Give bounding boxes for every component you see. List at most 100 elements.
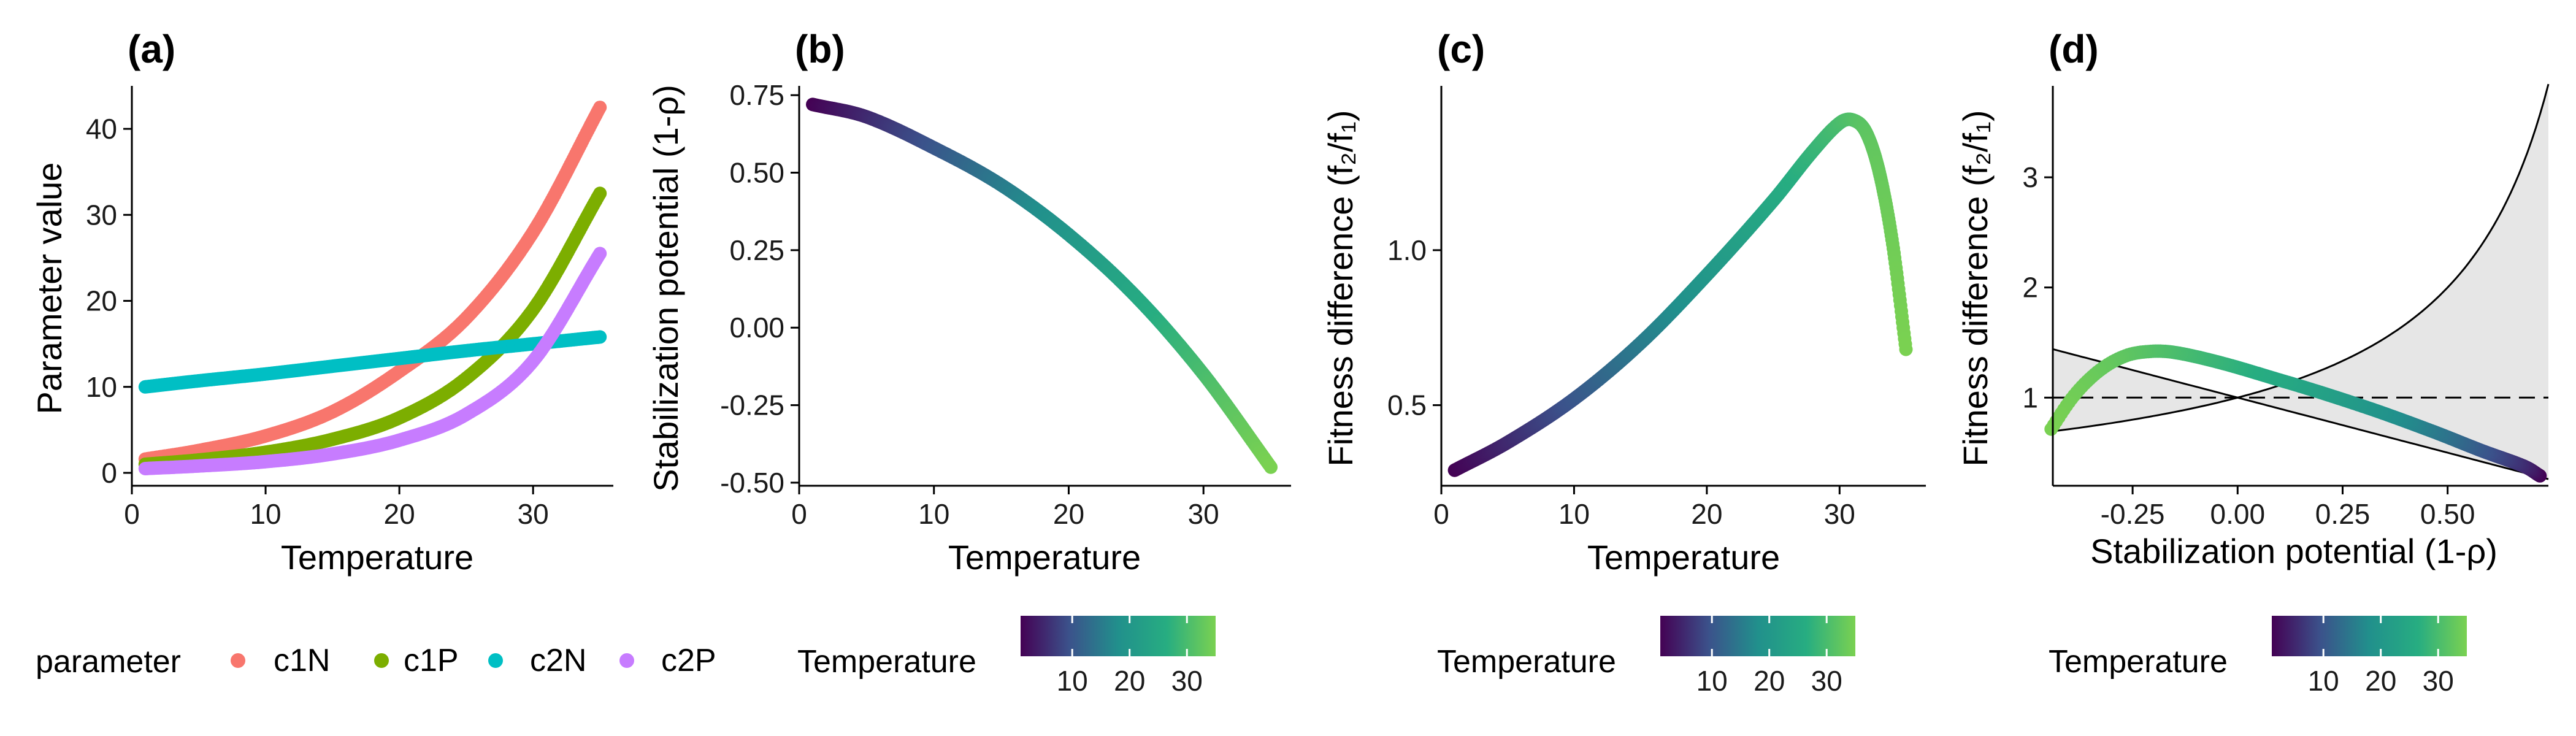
- colorbar-d-ticks: 10 20 30: [2308, 616, 2454, 697]
- panel-c-ylabel: Fitness difference (f₂/f₁): [1321, 110, 1360, 466]
- panel-b-point: [1264, 460, 1278, 474]
- panel-c-xlabel: Temperature: [1587, 538, 1780, 577]
- panel-c-tag: (c): [1437, 27, 1485, 71]
- colorbar-c-title: Temperature: [1437, 644, 1616, 680]
- panel-a-y-tick-label: 30: [86, 199, 117, 231]
- panel-a-y-tick-label: 20: [86, 285, 117, 317]
- panel-d-y-tick-label: 3: [2022, 161, 2038, 193]
- colorbar-d-title: Temperature: [2049, 644, 2228, 680]
- colorbar-b-ticks: 10 20 30: [1057, 616, 1203, 697]
- point-c2N: [593, 330, 607, 344]
- panel-b-y-tick-label: -0.25: [720, 389, 784, 421]
- legend-title: parameter: [36, 644, 181, 680]
- colorbar-tick-label: 30: [1811, 665, 1842, 697]
- panel-a-axes: 0 10 20 30 0 10 20 30 40: [86, 86, 613, 530]
- panel-a-x-tick-label: 30: [518, 498, 549, 530]
- panel-c-x-tick-label: 30: [1824, 498, 1855, 530]
- point-c2P: [593, 247, 607, 261]
- coexistence-boundary-upper: [2052, 83, 2550, 432]
- panel-b-y-tick-label: 0.00: [729, 312, 784, 343]
- panel-c-x-tick-label: 0: [1433, 498, 1449, 530]
- colorbar-d: Temperature 10 20 30: [2049, 616, 2467, 697]
- panel-b-x-tick-label: 20: [1053, 498, 1084, 530]
- panel-d-x-tick-label: 0.00: [2210, 498, 2266, 530]
- legend-label-c1N: c1N: [274, 643, 330, 678]
- series-c2P: [138, 247, 607, 475]
- panel-c-marks: [1447, 112, 1913, 477]
- panel-a-x-tick-label: 20: [384, 498, 415, 530]
- colorbar-tick-label: 20: [1754, 665, 1785, 697]
- panel-d-x-tick-label: 0.25: [2315, 498, 2371, 530]
- legend-parameter: parameter c1N c1P c2N c2P: [36, 643, 716, 680]
- panel-a-tag: (a): [128, 27, 175, 71]
- colorbar-tick-label: 30: [2423, 665, 2454, 697]
- colorbar-c: Temperature 10 20 30: [1437, 616, 1855, 697]
- colorbar-c-ticks: 10 20 30: [1696, 616, 1842, 697]
- colorbar-b-title: Temperature: [797, 644, 976, 680]
- panel-c-y-tick-label: 0.5: [1387, 389, 1427, 421]
- panel-c-point: [1899, 342, 1913, 356]
- panel-d-xlabel: Stabilization potential (1-ρ): [2090, 532, 2497, 570]
- panel-a-y-tick-label: 10: [86, 371, 117, 403]
- panel-c: (c) 0 10 20 30 0.5 1.0 Temperature Fitness di…: [1321, 27, 1926, 577]
- panel-d-ylabel: Fitness difference (f₂/f₁): [1956, 110, 1995, 466]
- legend-swatch-c2P: [619, 653, 634, 668]
- series-c1N: [138, 101, 607, 466]
- legend-swatch-c1N: [231, 653, 245, 668]
- colorbar-tick-label: 20: [2365, 665, 2396, 697]
- colorbar-tick-label: 10: [1057, 665, 1088, 697]
- panel-d-point: [2044, 422, 2058, 436]
- colorbar-b: Temperature 10 20 30: [797, 616, 1216, 697]
- panel-d-marks: [2044, 83, 2550, 483]
- panel-b-tag: (b): [795, 27, 845, 71]
- point-c1P: [593, 186, 607, 201]
- panel-c-x-tick-label: 10: [1558, 498, 1590, 530]
- panel-a-y-tick-label: 0: [101, 457, 117, 489]
- panel-b-x-tick-label: 30: [1188, 498, 1219, 530]
- panel-a-x-tick-label: 10: [250, 498, 281, 530]
- panel-d-x-tick-label: 0.50: [2420, 498, 2475, 530]
- panel-a-ylabel: Parameter value: [30, 163, 69, 415]
- coexistence-boundary-lower: [2052, 348, 2549, 480]
- legend-label-c2N: c2N: [530, 643, 586, 678]
- panel-c-x-tick-label: 20: [1691, 498, 1722, 530]
- colorbar-tick-label: 30: [1171, 665, 1203, 697]
- panel-d-y-tick-label: 2: [2022, 272, 2038, 304]
- panel-d-tag: (d): [2049, 27, 2099, 71]
- panel-b-y-tick-label: 0.75: [729, 79, 784, 111]
- colorbar-c-gradient: [1660, 616, 1855, 656]
- point-c1N: [593, 101, 607, 115]
- colorbar-tick-label: 10: [1696, 665, 1728, 697]
- panel-b-x-tick-label: 0: [791, 498, 807, 530]
- legend-label-c1P: c1P: [404, 643, 459, 678]
- legend-swatch-c1P: [374, 653, 389, 668]
- panel-a-xlabel: Temperature: [281, 538, 473, 577]
- panel-b-axes: 0 10 20 30 -0.50 -0.25 0.00 0.25 0.50 0.75: [720, 79, 1291, 530]
- coexistence-region: [2053, 84, 2548, 480]
- panel-a-x-tick-label: 0: [124, 498, 140, 530]
- panel-a-y-tick-label: 40: [86, 113, 117, 145]
- colorbar-tick-label: 20: [1114, 665, 1145, 697]
- series-c2N: [138, 330, 607, 394]
- panel-c-axes: 0 10 20 30 0.5 1.0: [1387, 86, 1926, 530]
- panel-c-y-tick-label: 1.0: [1387, 234, 1427, 266]
- colorbar-tick-label: 10: [2308, 665, 2339, 697]
- panel-b-y-tick-label: -0.50: [720, 467, 784, 499]
- panel-a: (a) 0 10 20 30 0 10 20 30 40 Temperature Paramet…: [30, 27, 613, 577]
- colorbar-d-gradient: [2272, 616, 2467, 656]
- panel-b-marks: [806, 98, 1278, 474]
- panel-b: (b) 0 10 20 30 -0.50 -0.25 0.00 0.25 0.50 0.75 Te…: [646, 27, 1291, 577]
- colorbar-b-gradient: [1021, 616, 1216, 656]
- panel-d-axes: -0.25 0.00 0.25 0.50 1 2 3: [2022, 86, 2548, 530]
- panel-a-marks: [138, 101, 607, 475]
- panel-b-xlabel: Temperature: [948, 538, 1141, 577]
- panel-d: (d) -0.25 0.00 0.25 0.50 1 2 3 Stabilization p…: [1956, 27, 2550, 570]
- panel-b-x-tick-label: 10: [918, 498, 949, 530]
- panel-d-x-tick-label: -0.25: [2101, 498, 2165, 530]
- panel-b-y-tick-label: 0.25: [729, 234, 784, 266]
- panel-d-y-tick-label: 1: [2022, 381, 2038, 413]
- legend-label-c2P: c2P: [661, 643, 716, 678]
- panel-b-y-tick-label: 0.50: [729, 157, 784, 189]
- panel-b-ylabel: Stabilization potential (1-ρ): [646, 85, 685, 492]
